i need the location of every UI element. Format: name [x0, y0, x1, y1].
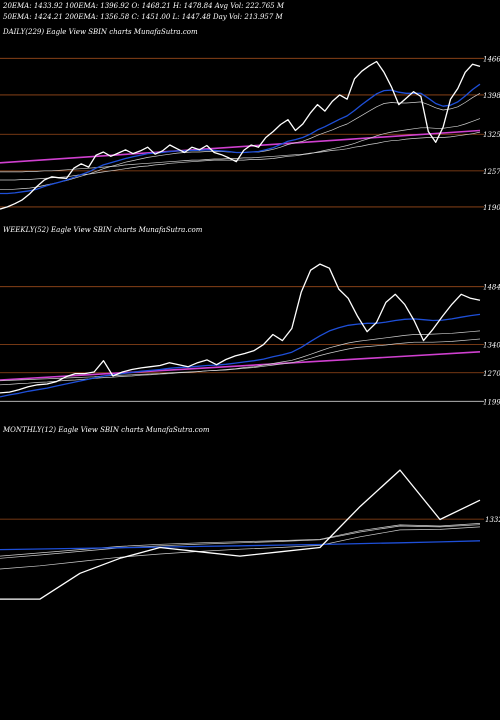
monthly-ema-line	[0, 526, 481, 570]
weekly-panel-caption: WEEKLY(52) Eagle View SBIN charts Munafa…	[3, 226, 203, 234]
weekly-panel: WEEKLY(52) Eagle View SBIN charts Munafa…	[0, 226, 500, 406]
daily-panel: DAILY(229) Eagle View SBIN charts Munafa…	[0, 28, 500, 212]
header-row-1: 20EMA: 1433.92 100EMA: 1396.92 O: 1468.2…	[2, 2, 285, 10]
weekly-level-label: 1484	[483, 284, 500, 292]
daily-panel-caption: DAILY(229) Eagle View SBIN charts Munafa…	[2, 28, 198, 36]
daily-level-label: 1190	[483, 204, 500, 212]
weekly-level-label: 1340	[483, 342, 500, 350]
weekly-ema-line	[0, 338, 481, 382]
monthly-panel-caption: MONTHLY(12) Eagle View SBIN charts Munaf…	[2, 426, 210, 434]
daily-level-label: 1466	[483, 55, 500, 63]
header-row-2: 50EMA: 1424.21 200EMA: 1356.58 C: 1451.0…	[3, 13, 284, 21]
monthly-panel: MONTHLY(12) Eagle View SBIN charts Munaf…	[0, 426, 500, 600]
monthly-ema_blue-line	[0, 540, 481, 551]
monthly-level-label: 1332	[485, 516, 500, 524]
daily-price-line	[0, 60, 481, 210]
weekly-ema_blue-line	[0, 313, 481, 398]
monthly-price-line	[0, 469, 481, 600]
daily-level-label: 1398	[483, 92, 500, 100]
weekly-level-label: 1199	[483, 398, 500, 406]
monthly-ema-line	[0, 524, 481, 559]
daily-trendline-line	[0, 129, 481, 164]
daily-ema_blue-line	[0, 83, 481, 195]
weekly-price-line	[0, 263, 481, 394]
daily-ema-line	[0, 131, 481, 173]
monthly-ema-line	[0, 523, 481, 557]
weekly-level-label: 1270	[483, 370, 500, 378]
weekly-trendline-line	[0, 351, 481, 381]
weekly-ema-line	[0, 330, 481, 386]
daily-level-label: 1257	[483, 168, 500, 176]
daily-level-label: 1325	[483, 131, 500, 139]
